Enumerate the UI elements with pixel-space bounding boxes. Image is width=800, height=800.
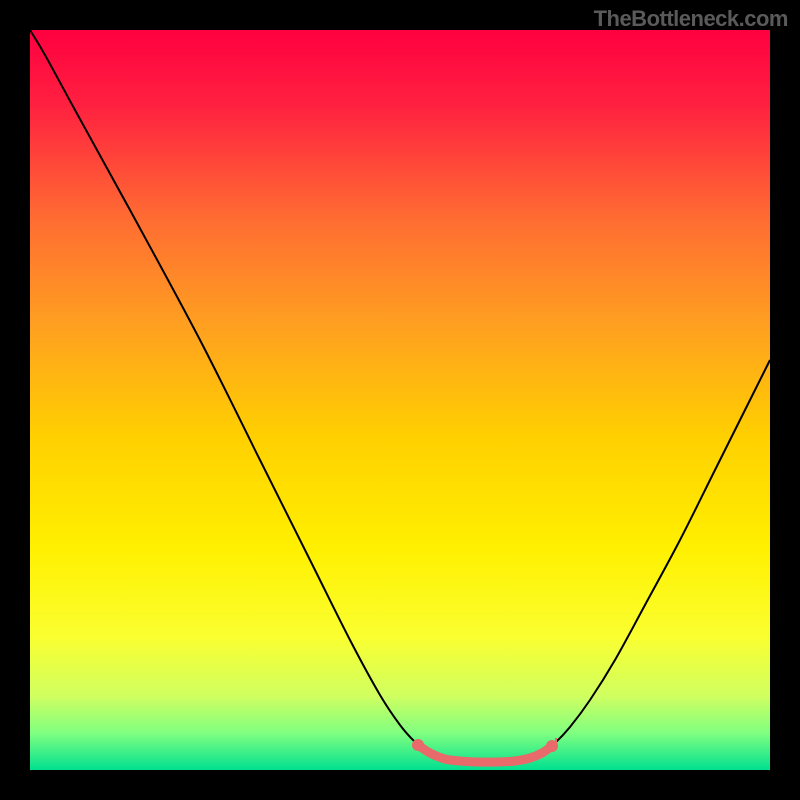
chart-svg	[0, 0, 800, 800]
watermark-text: TheBottleneck.com	[594, 6, 788, 32]
highlight-marker	[412, 739, 424, 751]
chart-plot-area	[30, 30, 770, 770]
bottleneck-chart: TheBottleneck.com	[0, 0, 800, 800]
